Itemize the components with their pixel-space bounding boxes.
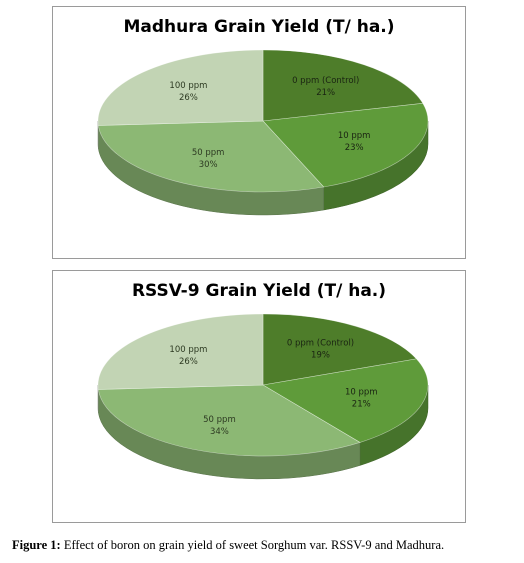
slice-value-0-ppm-control: 21% [316, 88, 335, 98]
slice-label-50-ppm: 50 ppm [192, 148, 225, 158]
chart-title: RSSV-9 Grain Yield (T/ ha.) [131, 281, 387, 301]
pie-slice-100-ppm [97, 313, 264, 390]
pie-chart-rssv9: 0 ppm (Control) 19% 10 ppm 21% 50 ppm 34% 100 … [97, 313, 429, 480]
slice-label-50-ppm: 50 ppm [203, 415, 236, 425]
slice-label-100-ppm: 100 ppm [169, 81, 207, 91]
slice-value-50-ppm: 30% [199, 160, 218, 170]
chart-panel-rssv9: RSSV-9 Grain Yield (T/ ha.) 0 ppm (Contr… [52, 270, 466, 523]
slice-label-10-ppm: 10 ppm [338, 131, 371, 141]
slice-label-0-ppm-control: 0 ppm (Control) [292, 76, 359, 86]
slice-label-10-ppm: 10 ppm [345, 387, 378, 397]
slice-label-0-ppm-control: 0 ppm (Control) [287, 339, 354, 349]
caption-prefix: Figure 1: [12, 538, 61, 552]
slice-value-10-ppm: 23% [345, 143, 364, 153]
chart-title: Madhura Grain Yield (T/ ha.) [123, 17, 395, 37]
pie-slice-10-ppm [262, 358, 429, 443]
pie-slice-50-ppm [97, 120, 325, 193]
pie-slice-100-ppm [97, 49, 264, 126]
pie-chart-madhura: 0 ppm (Control) 21% 10 ppm 23% 50 ppm 30% 100 … [97, 49, 429, 216]
slice-value-100-ppm: 26% [179, 93, 198, 103]
slice-value-100-ppm: 26% [179, 357, 198, 367]
pie-slice-50-ppm [97, 384, 361, 457]
figure-caption: Figure 1: Effect of boron on grain yield… [12, 538, 524, 553]
pie-slice-0-ppm-control [262, 313, 418, 386]
slice-value-0-ppm-control: 19% [311, 351, 330, 361]
caption-text: Effect of boron on grain yield of sweet … [60, 538, 445, 552]
pie-slice-0-ppm-control [262, 49, 424, 122]
chart-panel-madhura: Madhura Grain Yield (T/ ha.) 0 ppm (Cont… [52, 6, 466, 259]
slice-value-50-ppm: 34% [210, 427, 229, 437]
slice-label-100-ppm: 100 ppm [169, 345, 207, 355]
slice-value-10-ppm: 21% [352, 399, 371, 409]
pie-slice-10-ppm [262, 103, 429, 188]
